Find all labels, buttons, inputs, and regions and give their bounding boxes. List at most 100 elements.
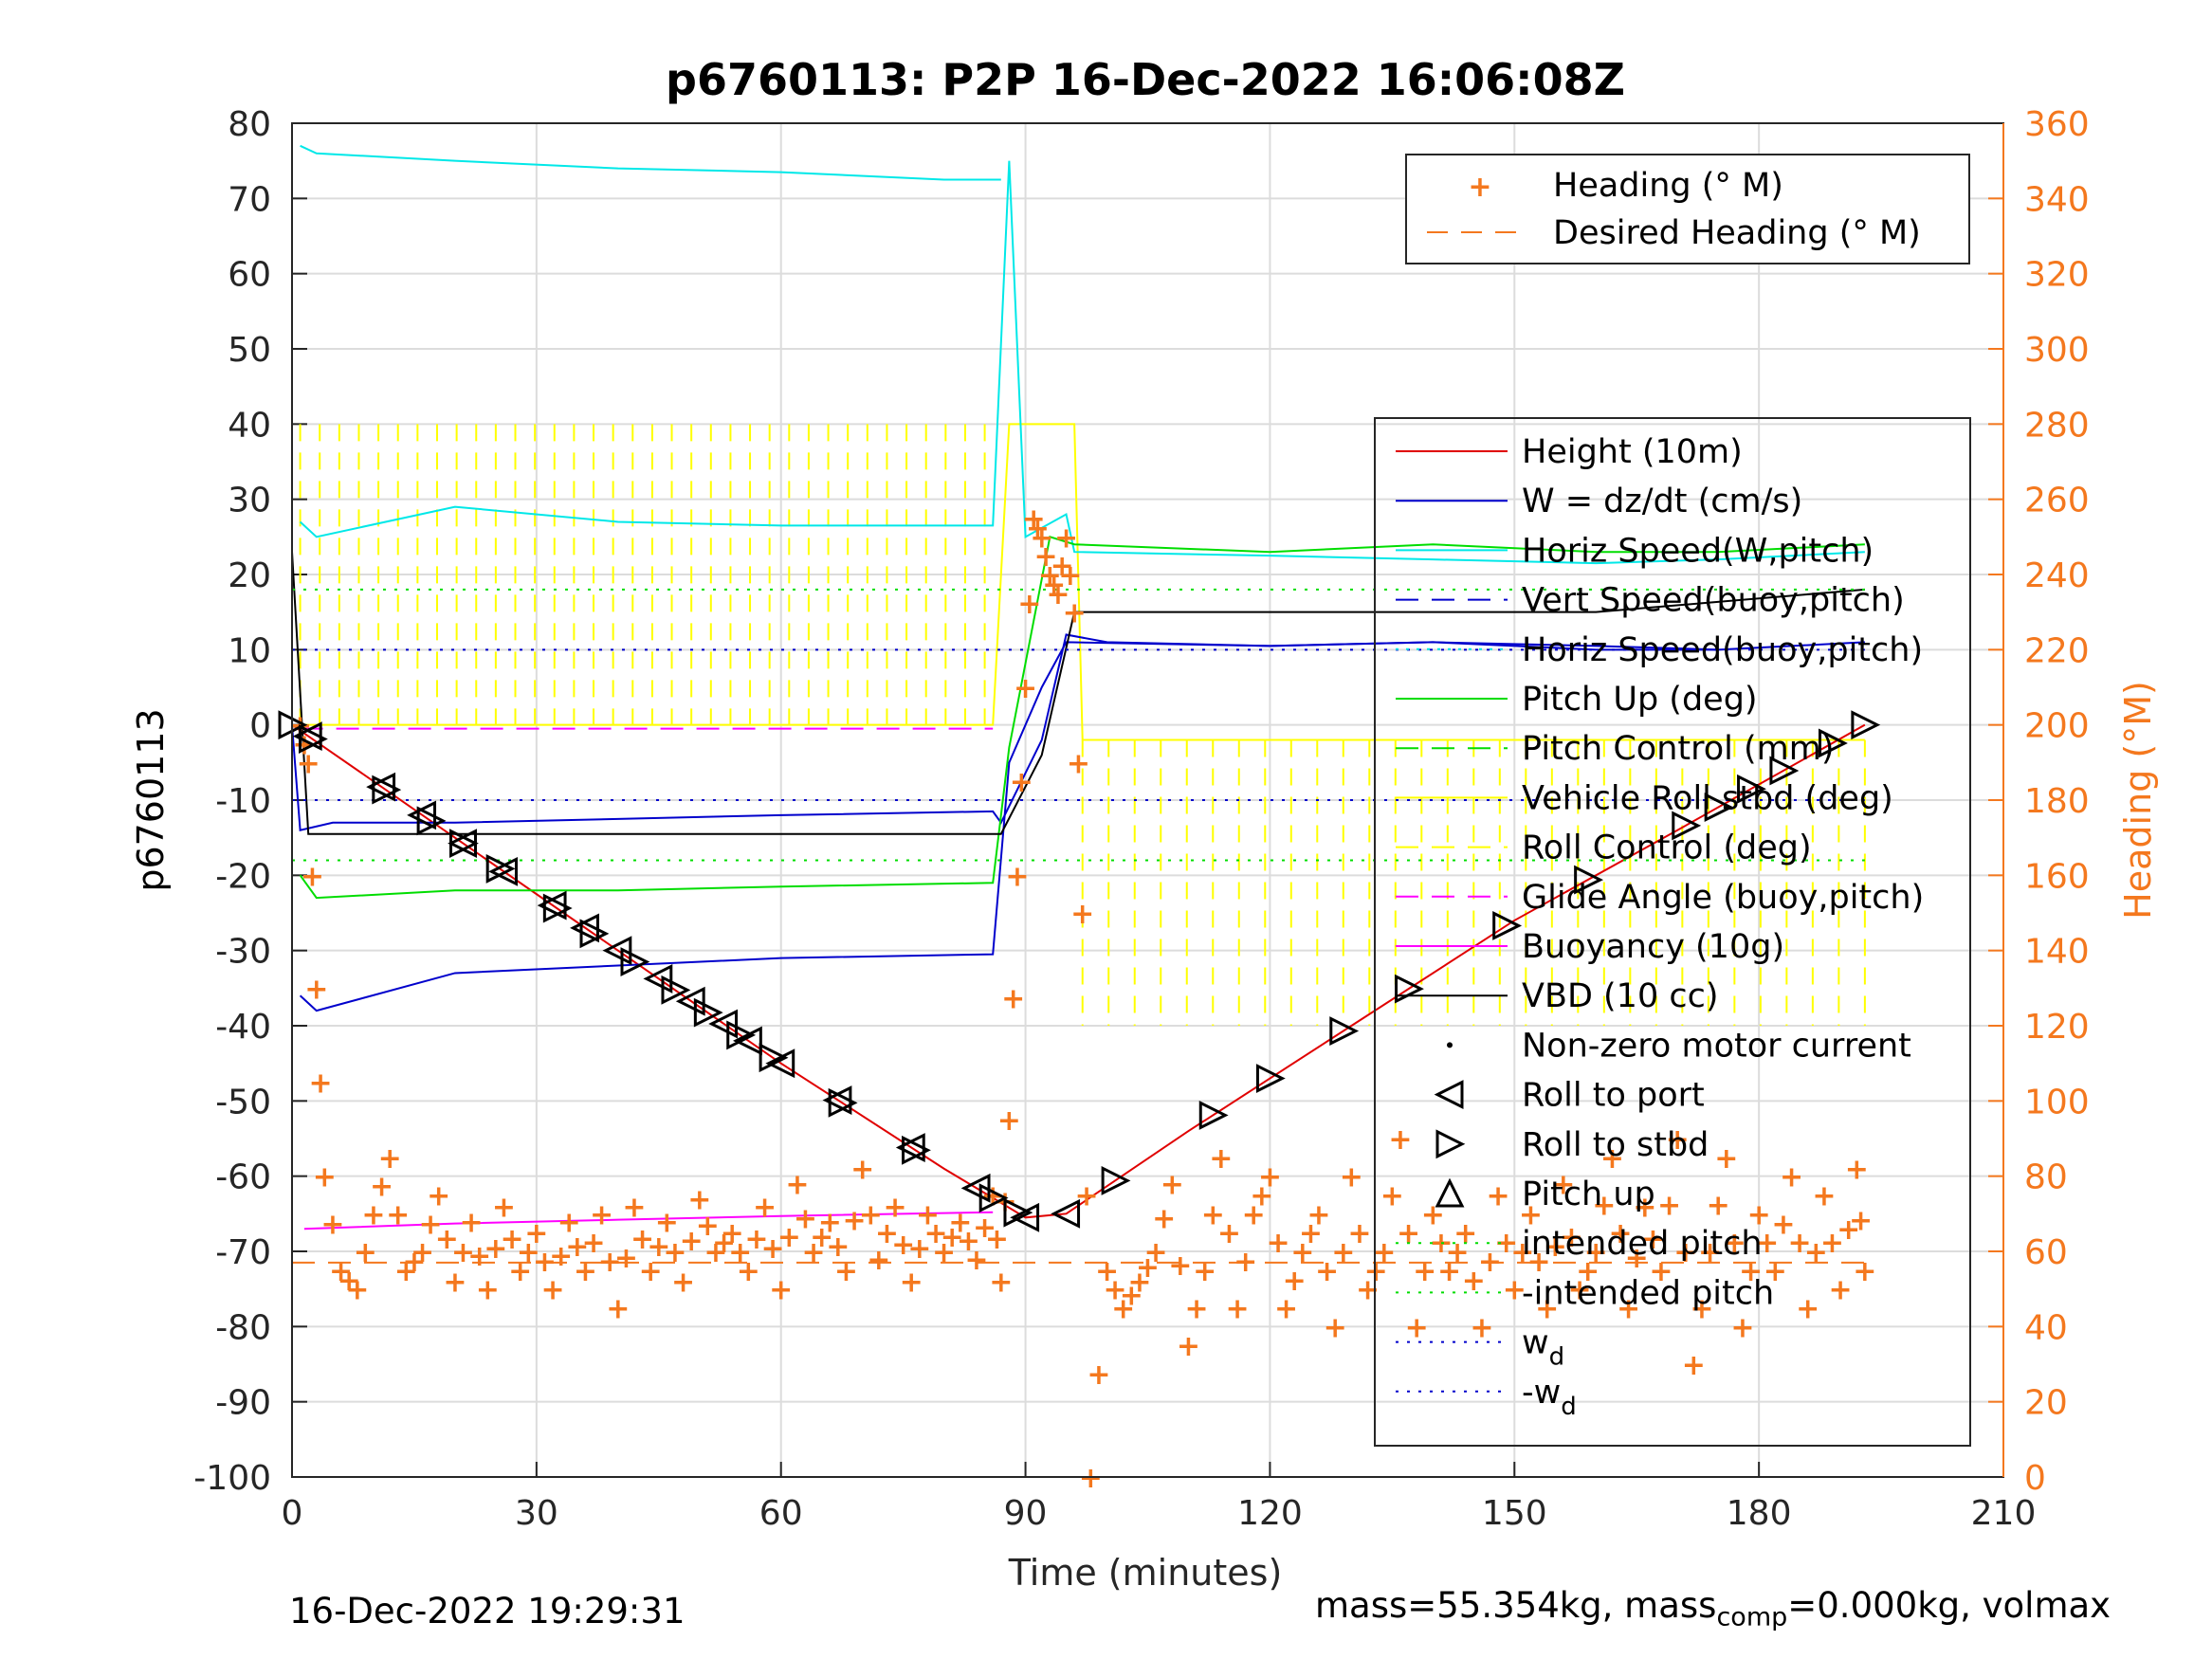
- legend-main: Height (10m) W = dz/dt (cm/s) Horiz Speed(…: [1374, 417, 1971, 1447]
- footer-mass-suffix: =0.000kg, volmax: [1787, 1585, 2111, 1626]
- heading-point: +: [354, 1236, 377, 1269]
- heading-point: +: [964, 1244, 988, 1277]
- heading-point: +: [1617, 1293, 1640, 1326]
- y2-tick-label: 0: [2024, 1459, 2046, 1498]
- heading-point: +: [687, 1183, 711, 1216]
- marker-layer: ++++++++++++++++++++++++++++++++++++++++…: [278, 503, 1881, 1495]
- heading-point: +: [1771, 1208, 1795, 1241]
- heading-point: +: [1535, 1293, 1559, 1326]
- heading-point: +: [1397, 1217, 1420, 1250]
- heading-point: +: [1372, 1236, 1396, 1269]
- heading-point: +: [1087, 1358, 1110, 1392]
- heading-point: +: [1234, 1246, 1257, 1279]
- heading-point: +: [1144, 1236, 1168, 1269]
- heading-point: +: [1017, 588, 1041, 621]
- y2-tick-label: 300: [2024, 331, 2090, 370]
- heading-point: +: [985, 1223, 1009, 1256]
- legend-entry-label: intended pitch: [1522, 1225, 1763, 1263]
- heading-point: +: [631, 1223, 654, 1256]
- x-tick-label: 0: [282, 1494, 303, 1533]
- heading-point: +: [1104, 1274, 1127, 1307]
- footer-mass-prefix: mass=55.354kg, mass: [1315, 1585, 1717, 1626]
- roll-to-stbd-marker: [1101, 1165, 1131, 1195]
- y-tick-label: 70: [228, 180, 271, 219]
- heading-point: +: [501, 1223, 524, 1256]
- heading-point: +: [386, 1198, 410, 1231]
- heading-point: +: [309, 1067, 333, 1101]
- y-tick-label: 20: [228, 556, 271, 595]
- heading-point: +: [1051, 550, 1074, 583]
- heading-point: +: [565, 1231, 589, 1264]
- heading-point: +: [728, 1236, 752, 1269]
- legend-entry-label: Roll Control (deg): [1522, 830, 1812, 867]
- heading-point: +: [622, 1191, 646, 1224]
- legend-entry-label: Roll to stbd: [1522, 1126, 1709, 1164]
- heading-point: +: [1054, 521, 1078, 555]
- y2-tick-label: 360: [2024, 105, 2090, 144]
- heading-point: +: [574, 1255, 597, 1288]
- heading-point: +: [1845, 1154, 1869, 1187]
- legend-motor-dot: [1447, 1042, 1453, 1048]
- y-tick-label: -70: [215, 1233, 271, 1272]
- legend-triangle-marker: [1435, 1129, 1466, 1159]
- series-line: [299, 641, 1719, 1012]
- y-tick-label: -30: [215, 933, 271, 972]
- heading-point: +: [850, 1154, 874, 1187]
- heading-point: +: [818, 1206, 842, 1239]
- roll-to-stbd-marker: [978, 1183, 1009, 1213]
- y-tick-label: -90: [215, 1384, 271, 1423]
- heading-point: +: [1527, 1246, 1551, 1279]
- x-tick-label: 120: [1237, 1494, 1303, 1533]
- heading-point: +: [1657, 1189, 1681, 1222]
- heading-point: +: [540, 1274, 564, 1307]
- roll-to-stbd-marker: [1198, 1100, 1229, 1130]
- heading-point: +: [1544, 1231, 1567, 1264]
- heading-point: +: [549, 1240, 573, 1273]
- heading-point: +: [1331, 1236, 1355, 1269]
- y-tick-label: 80: [228, 105, 271, 144]
- y2-tick-label: 20: [2024, 1384, 2068, 1423]
- roll-to-stbd-marker: [1255, 1064, 1286, 1093]
- heading-point: +: [1804, 1236, 1828, 1269]
- heading-point: +: [297, 747, 320, 780]
- heading-point: +: [1042, 569, 1066, 602]
- roll-control-line: [300, 423, 1865, 741]
- heading-point: +: [1812, 1180, 1836, 1213]
- heading-point: +: [394, 1255, 418, 1288]
- roll-to-stbd-marker: [759, 1043, 789, 1073]
- x-tick-labels: 0 30 60 90 120 150 180 210: [282, 1494, 2037, 1533]
- footer-mass-sub: comp: [1716, 1602, 1788, 1632]
- legend-top: + Heading (° M) Desired Heading (° M): [1405, 154, 1970, 264]
- heading-point: +: [1576, 1255, 1600, 1288]
- heading-point: +: [1747, 1198, 1771, 1231]
- footer-timestamp: 16-Dec-2022 19:29:31: [289, 1591, 686, 1632]
- x-tick-label: 180: [1727, 1494, 1792, 1533]
- x-tick-label: 210: [1971, 1494, 2037, 1533]
- heading-point: +: [1193, 1255, 1216, 1288]
- heading-point: +: [451, 1236, 475, 1269]
- legend-entry-label: Pitch Up (deg): [1522, 681, 1758, 719]
- heading-point: +: [301, 860, 324, 893]
- heading-point: +: [1503, 1274, 1526, 1307]
- legend-entry-label: Vert Speed(buoy,pitch): [1522, 582, 1905, 620]
- legend-triangle-marker: [1434, 1080, 1464, 1110]
- heading-point: +: [932, 1236, 956, 1269]
- heading-point: +: [1796, 1293, 1819, 1326]
- heading-point: +: [1067, 747, 1090, 780]
- heading-point: +: [1413, 1255, 1436, 1288]
- heading-point: +: [1755, 1227, 1779, 1260]
- heading-point: +: [997, 1104, 1021, 1138]
- roll-to-port-marker: [602, 936, 632, 966]
- heading-point: +: [655, 1206, 679, 1239]
- heading-point: +: [1290, 1236, 1314, 1269]
- series-layer: [291, 144, 1866, 1264]
- y-tick-label: -20: [215, 857, 271, 896]
- heading-point: +: [370, 1171, 393, 1204]
- heading-point: +: [1837, 1213, 1860, 1247]
- heading-point: +: [1161, 1169, 1184, 1202]
- legend-top-box: [1405, 154, 1970, 264]
- y2-tick-label: 160: [2024, 857, 2090, 896]
- y-tick-labels: 80 70 60 50 40 30 20 10 0 -10 -20 -30 -40 -50 -60 -70 -8…: [193, 105, 271, 1498]
- heading-point: +: [1714, 1142, 1738, 1176]
- heading-point: +: [1266, 1227, 1289, 1260]
